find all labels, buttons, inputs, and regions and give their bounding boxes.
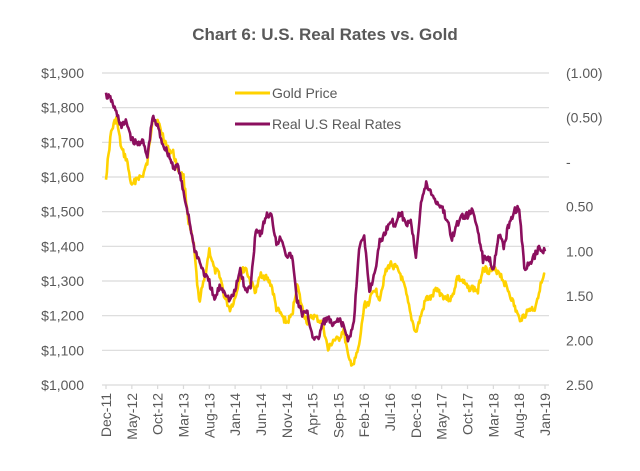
series-layer: [104, 92, 547, 367]
y-axis-right: (1.00) (0.50) - 0.50 1.00 1.50 2.00 2.50: [566, 65, 603, 393]
legend: Gold Price Real U.S Real Rates: [235, 85, 401, 132]
legend-label-gold-price: Gold Price: [272, 85, 338, 101]
y-left-tick-label: $1,800: [41, 100, 84, 116]
y-right-tick-label: (1.00): [566, 65, 603, 81]
y-left-tick-label: $1,100: [41, 342, 84, 358]
x-tick-label: Oct-17: [460, 393, 476, 435]
y-right-tick-label: -: [566, 154, 571, 170]
x-tick-label: May-12: [124, 393, 140, 440]
x-tick-label: Dec-16: [408, 393, 424, 438]
x-tick-label: Aug-18: [511, 393, 527, 438]
x-tick-label: Mar-13: [175, 393, 191, 438]
x-tick-label: Apr-15: [305, 393, 321, 435]
y-right-tick-label: 0.50: [566, 199, 593, 215]
y-right-tick-label: 2.50: [566, 377, 593, 393]
x-tick-label: Mar-18: [485, 393, 501, 438]
x-tick-label: Aug-13: [201, 393, 217, 438]
x-axis: Dec-11 May-12 Oct-12 Mar-13 Aug-13 Jan-14 Jun-…: [98, 385, 553, 440]
x-tick-label: Sep-15: [330, 393, 346, 438]
y-right-tick-label: 2.00: [566, 332, 593, 348]
y-left-tick-label: $1,300: [41, 273, 84, 289]
y-right-tick-label: 1.00: [566, 243, 593, 259]
x-tick-label: May-17: [434, 393, 450, 440]
y-left-tick-label: $1,700: [41, 134, 84, 150]
y-right-tick-label: (0.50): [566, 110, 603, 126]
y-left-tick-label: $1,400: [41, 238, 84, 254]
chart-title: Chart 6: U.S. Real Rates vs. Gold: [192, 25, 457, 44]
x-tick-label: Oct-12: [150, 393, 166, 435]
x-tick-label: Jan-19: [537, 393, 553, 436]
y-axis-left: $1,000 $1,100 $1,200 $1,300 $1,400 $1,500 $1,6…: [41, 65, 84, 393]
legend-label-real-rates: Real U.S Real Rates: [272, 116, 401, 132]
y-left-tick-label: $1,900: [41, 65, 84, 81]
x-tick-label: Jul-16: [382, 393, 398, 431]
series-line-real-rates: [104, 92, 547, 343]
x-tick-label: Dec-11: [98, 393, 114, 437]
x-tick-label: Jun-14: [253, 393, 269, 436]
y-left-tick-label: $1,000: [41, 377, 84, 393]
gridlines: [102, 72, 549, 386]
y-left-tick-label: $1,500: [41, 204, 84, 220]
x-tick-label: Jan-14: [227, 393, 243, 436]
y-left-tick-label: $1,600: [41, 169, 84, 185]
y-right-tick-label: 1.50: [566, 288, 593, 304]
x-tick-label: Feb-16: [356, 393, 372, 438]
x-tick-label: Nov-14: [279, 393, 295, 438]
y-left-tick-label: $1,200: [41, 308, 84, 324]
